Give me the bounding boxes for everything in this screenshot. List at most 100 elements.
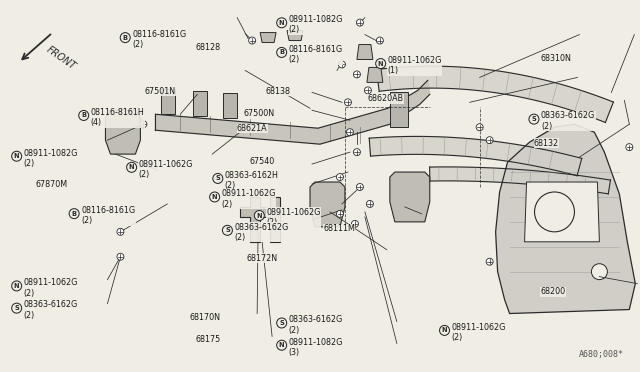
Text: 08116-8161G
(2): 08116-8161G (2) <box>132 30 186 49</box>
Circle shape <box>440 326 449 336</box>
Text: 08911-1062G
(2): 08911-1062G (2) <box>451 323 506 342</box>
Text: 68620AB: 68620AB <box>368 94 404 103</box>
Text: N: N <box>279 20 285 26</box>
Text: N: N <box>14 283 19 289</box>
Text: A680;008*: A680;008* <box>579 350 625 359</box>
Text: 08911-1082G
(3): 08911-1082G (3) <box>289 337 343 357</box>
Text: 08363-6162G
(2): 08363-6162G (2) <box>541 112 595 131</box>
Circle shape <box>210 192 220 202</box>
Text: B: B <box>72 211 77 217</box>
Circle shape <box>12 151 22 161</box>
Circle shape <box>12 281 22 291</box>
Polygon shape <box>376 66 613 122</box>
Polygon shape <box>390 92 408 127</box>
Text: B: B <box>123 35 128 41</box>
Text: N: N <box>212 194 218 200</box>
Text: N: N <box>442 327 447 333</box>
Circle shape <box>276 18 287 28</box>
Circle shape <box>351 220 358 227</box>
Circle shape <box>337 211 344 217</box>
Text: 68128: 68128 <box>195 42 221 51</box>
Text: 67501N: 67501N <box>145 87 175 96</box>
Text: 08911-1062G
(2): 08911-1062G (2) <box>266 208 321 227</box>
Circle shape <box>626 144 633 151</box>
Circle shape <box>486 258 493 265</box>
Circle shape <box>344 99 351 106</box>
Text: 67540: 67540 <box>250 157 275 166</box>
Text: N: N <box>129 164 134 170</box>
Text: B: B <box>81 112 86 118</box>
Circle shape <box>486 137 493 144</box>
Circle shape <box>376 58 386 68</box>
Circle shape <box>249 37 255 44</box>
Text: 67870M: 67870M <box>36 180 68 189</box>
Text: 68132: 68132 <box>534 139 559 148</box>
Circle shape <box>120 33 130 43</box>
Text: S: S <box>279 320 284 326</box>
Circle shape <box>117 253 124 260</box>
Text: 08363-6162G
(2): 08363-6162G (2) <box>24 301 78 320</box>
Text: S: S <box>225 227 230 233</box>
Circle shape <box>591 264 607 280</box>
Circle shape <box>356 19 364 26</box>
Circle shape <box>534 192 575 232</box>
Circle shape <box>376 37 383 44</box>
Polygon shape <box>161 89 175 114</box>
Circle shape <box>337 174 344 180</box>
Text: FRONT: FRONT <box>45 44 77 71</box>
Text: S: S <box>14 305 19 311</box>
Circle shape <box>529 114 539 124</box>
Text: N: N <box>279 342 285 348</box>
Text: 08116-8161G
(2): 08116-8161G (2) <box>81 206 135 225</box>
Text: 08911-1082G
(2): 08911-1082G (2) <box>289 15 343 35</box>
Polygon shape <box>156 80 430 144</box>
Polygon shape <box>287 31 303 41</box>
Text: N: N <box>14 153 19 159</box>
Circle shape <box>364 87 371 94</box>
Text: 68138: 68138 <box>266 87 291 96</box>
Text: S: S <box>532 116 536 122</box>
Circle shape <box>213 173 223 183</box>
Polygon shape <box>357 45 373 60</box>
Circle shape <box>366 201 373 208</box>
Text: 67500N: 67500N <box>243 109 275 118</box>
Text: 08911-1062G
(2): 08911-1062G (2) <box>139 160 193 179</box>
Circle shape <box>140 121 147 128</box>
Circle shape <box>117 228 124 235</box>
Circle shape <box>276 340 287 350</box>
Text: 68175: 68175 <box>195 335 221 344</box>
Text: 68310N: 68310N <box>540 54 571 62</box>
Text: 68200: 68200 <box>540 287 566 296</box>
Text: B: B <box>279 49 284 55</box>
Polygon shape <box>495 124 636 314</box>
Text: 68111M: 68111M <box>323 224 355 233</box>
Text: 08363-6162G
(2): 08363-6162G (2) <box>234 222 289 242</box>
Text: 08363-6162G
(2): 08363-6162G (2) <box>289 315 343 335</box>
Text: 68170N: 68170N <box>189 313 220 322</box>
Circle shape <box>276 48 287 57</box>
Text: 08116-8161H
(4): 08116-8161H (4) <box>91 108 145 127</box>
Polygon shape <box>367 67 383 82</box>
Polygon shape <box>525 182 600 242</box>
Text: N: N <box>257 212 262 218</box>
Polygon shape <box>390 172 430 222</box>
Text: N: N <box>378 61 383 67</box>
Text: 68621A: 68621A <box>237 124 268 133</box>
Circle shape <box>353 71 360 78</box>
Polygon shape <box>260 33 276 42</box>
Circle shape <box>356 183 364 190</box>
Circle shape <box>353 149 360 155</box>
Text: 08363-6162H
(2): 08363-6162H (2) <box>225 171 278 190</box>
Circle shape <box>69 209 79 219</box>
Text: 08911-1062G
(1): 08911-1062G (1) <box>388 56 442 75</box>
Circle shape <box>79 110 89 121</box>
Text: S: S <box>216 176 220 182</box>
Circle shape <box>254 211 264 221</box>
Text: 08116-8161G
(2): 08116-8161G (2) <box>289 45 343 64</box>
Polygon shape <box>369 137 582 176</box>
Text: 08911-1082G
(2): 08911-1082G (2) <box>24 148 78 168</box>
Polygon shape <box>106 110 140 154</box>
Circle shape <box>223 225 232 235</box>
Polygon shape <box>310 182 345 227</box>
Text: 68172N: 68172N <box>246 254 278 263</box>
